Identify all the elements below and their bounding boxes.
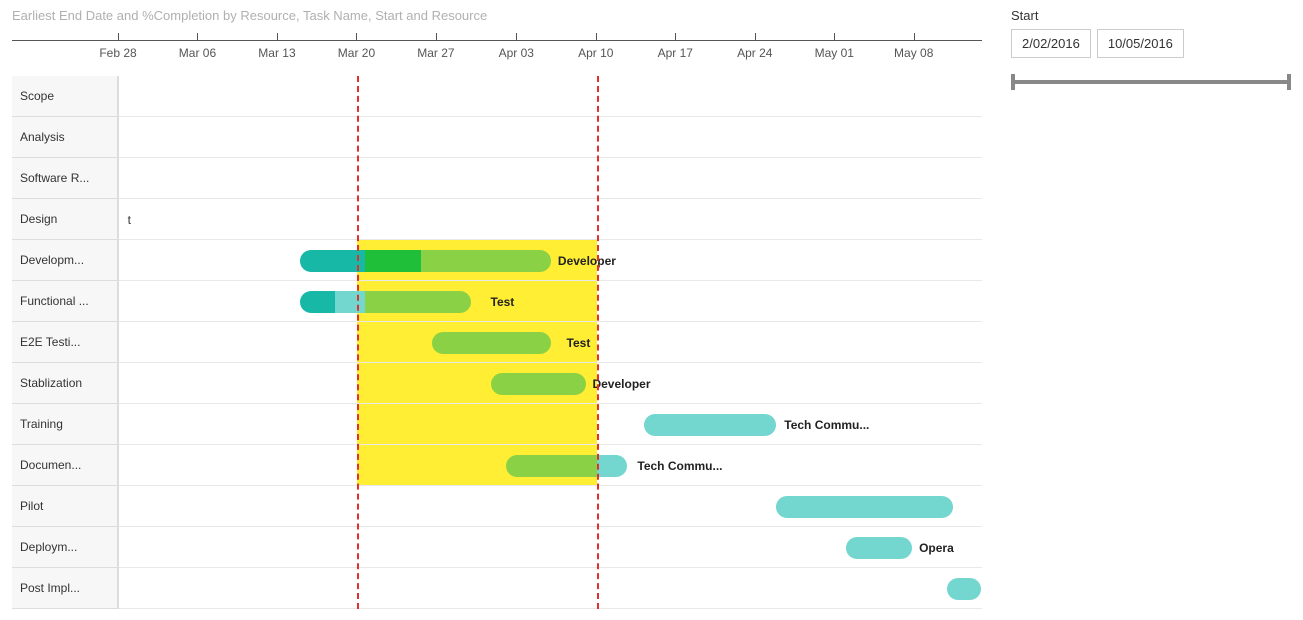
gantt-bar-segment: [300, 250, 365, 272]
gantt-bar[interactable]: [947, 578, 982, 600]
task-row-header[interactable]: Pilot: [12, 486, 117, 527]
gantt-chart: Feb 28 Mar 06 Mar 13 Mar 20 Mar 27 Apr 03 Apr …: [12, 36, 982, 606]
axis-tick-label: Apr 24: [737, 46, 772, 60]
axis-tick-label: Mar 13: [258, 46, 295, 60]
gantt-bar[interactable]: [644, 414, 775, 436]
task-row-header[interactable]: Design: [12, 199, 117, 240]
task-row-header[interactable]: Documen...: [12, 445, 117, 486]
axis-tick: [675, 33, 676, 40]
axis-tick-label: Feb 28: [99, 46, 136, 60]
axis-tick: [197, 33, 198, 40]
axis-tick: [516, 33, 517, 40]
gantt-bar[interactable]: [506, 455, 627, 477]
task-row-header[interactable]: Training: [12, 404, 117, 445]
task-row-header[interactable]: Scope: [12, 76, 117, 117]
task-row-header[interactable]: Post Impl...: [12, 568, 117, 609]
gantt-bar-segment: [597, 455, 627, 477]
axis-tick: [356, 33, 357, 40]
x-axis: [12, 40, 982, 41]
date-slicer: Start 2/02/2016 10/05/2016: [1011, 8, 1291, 94]
axis-tick: [596, 33, 597, 40]
gantt-bar-label: Developer: [592, 377, 650, 391]
gantt-row: [119, 117, 982, 158]
chart-title: Earliest End Date and %Completion by Res…: [12, 8, 487, 23]
slicer-label: Start: [1011, 8, 1291, 23]
slicer-to[interactable]: 10/05/2016: [1097, 29, 1184, 58]
axis-tick-label: May 08: [894, 46, 933, 60]
gantt-row: [119, 281, 982, 322]
gantt-bar-segment: [506, 455, 597, 477]
axis-tick: [834, 33, 835, 40]
reference-line: [597, 76, 599, 609]
slicer-slider[interactable]: [1011, 70, 1291, 94]
task-row-header[interactable]: Deploym...: [12, 527, 117, 568]
slicer-from[interactable]: 2/02/2016: [1011, 29, 1091, 58]
slider-handle-right[interactable]: [1287, 74, 1291, 90]
gantt-row: [119, 76, 982, 117]
gantt-bar-segment: [335, 291, 365, 313]
task-row-header[interactable]: Stablization: [12, 363, 117, 404]
gantt-bar-segment: [300, 291, 335, 313]
task-row-header[interactable]: Analysis: [12, 117, 117, 158]
gantt-bar-segment: [432, 332, 551, 354]
axis-tick-label: Apr 03: [499, 46, 534, 60]
stray-text: t: [128, 213, 131, 227]
slider-track: [1013, 80, 1289, 84]
gantt-bar-segment: [365, 291, 471, 313]
gantt-bar-segment: [421, 250, 551, 272]
gantt-plot: t Developer Test Test Developer Tech Commu...…: [118, 76, 982, 609]
axis-tick-label: Mar 20: [338, 46, 375, 60]
gantt-bar-segment: [491, 373, 586, 395]
task-row-header[interactable]: Software R...: [12, 158, 117, 199]
axis-tick: [914, 33, 915, 40]
gantt-bar-label: Developer: [558, 254, 616, 268]
slider-handle-left[interactable]: [1011, 74, 1015, 90]
gantt-bar[interactable]: [491, 373, 586, 395]
gantt-bar-label: Test: [491, 295, 515, 309]
gantt-bar-label: Tech Commu...: [784, 418, 869, 432]
axis-tick: [436, 33, 437, 40]
axis-tick: [118, 33, 119, 40]
axis-tick: [755, 33, 756, 40]
gantt-bar-segment: [644, 414, 775, 436]
task-row-header[interactable]: Developm...: [12, 240, 117, 281]
task-row-header[interactable]: E2E Testi...: [12, 322, 117, 363]
axis-tick: [277, 33, 278, 40]
gantt-row: [119, 199, 982, 240]
gantt-bar[interactable]: [300, 250, 551, 272]
gantt-bar[interactable]: [300, 291, 471, 313]
gantt-bar-label: Tech Commu...: [637, 459, 722, 473]
axis-tick-label: Apr 10: [578, 46, 613, 60]
gantt-bar-label: Test: [567, 336, 591, 350]
gantt-bar[interactable]: [432, 332, 551, 354]
gantt-row: [119, 568, 982, 609]
task-row-header[interactable]: Functional ...: [12, 281, 117, 322]
axis-tick-label: May 01: [815, 46, 854, 60]
gantt-row: [119, 158, 982, 199]
gantt-bar[interactable]: [776, 496, 953, 518]
axis-tick-label: Apr 17: [658, 46, 693, 60]
axis-tick-label: Mar 06: [179, 46, 216, 60]
gantt-bar-segment: [947, 578, 982, 600]
gantt-bar[interactable]: [846, 537, 912, 559]
gantt-bar-segment: [365, 250, 421, 272]
gantt-bar-segment: [776, 496, 953, 518]
axis-tick-label: Mar 27: [417, 46, 454, 60]
gantt-bar-segment: [846, 537, 912, 559]
task-name-column: ScopeAnalysisSoftware R...DesignDevelopm…: [12, 76, 118, 609]
reference-line: [357, 76, 359, 609]
gantt-bar-label: Opera: [919, 541, 954, 555]
